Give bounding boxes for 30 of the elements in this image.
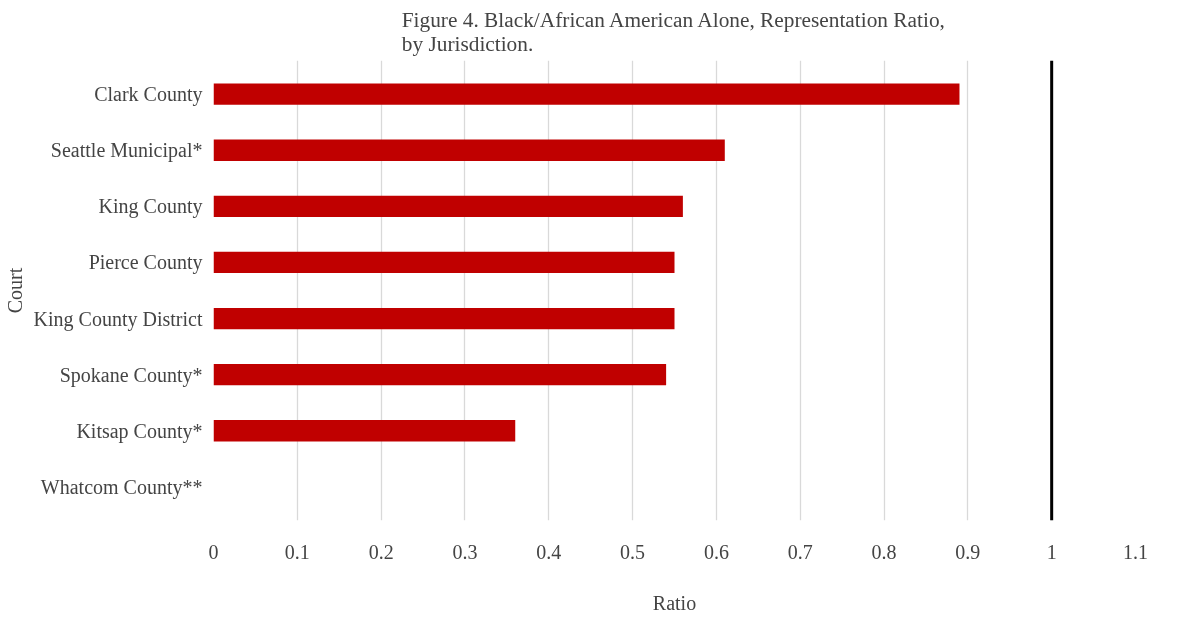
x-tick-label: 0.7 bbox=[787, 540, 813, 563]
y-tick-label: Spokane County* bbox=[59, 363, 203, 387]
x-tick-label: 0.9 bbox=[955, 540, 981, 563]
y-tick-label: Pierce County bbox=[88, 251, 203, 275]
y-tick-label: Clark County bbox=[94, 83, 203, 107]
y-tick-label: Kitsap County* bbox=[76, 419, 203, 443]
x-tick-label: 0.5 bbox=[620, 540, 646, 563]
y-tick-label: Seattle Municipal* bbox=[50, 139, 203, 163]
y-tick-label: Whatcom County** bbox=[40, 475, 203, 499]
x-tick-label: 0.4 bbox=[536, 540, 562, 563]
bar bbox=[213, 420, 516, 442]
x-axis-title: Ratio bbox=[652, 591, 697, 614]
x-tick-label: 0.2 bbox=[368, 540, 394, 563]
bar bbox=[213, 195, 683, 218]
x-tick-label: 0.1 bbox=[284, 540, 310, 563]
bar bbox=[213, 251, 675, 274]
y-tick-label: King County District bbox=[33, 307, 203, 331]
x-tick-label: 0 bbox=[208, 540, 219, 563]
bar bbox=[213, 307, 675, 330]
x-tick-label: 1.1 bbox=[1123, 540, 1148, 563]
chart-title: Figure 4. Black/African American Alone, Representation Ratio, by Jurisdiction. bbox=[401, 7, 945, 56]
bar bbox=[213, 83, 960, 105]
x-tick-label: 0.3 bbox=[452, 540, 478, 563]
bar bbox=[213, 139, 725, 161]
bar bbox=[213, 363, 667, 386]
x-tick-label: 1 bbox=[1046, 540, 1057, 563]
y-tick-label: King County bbox=[98, 195, 203, 219]
y-axis-title: Court bbox=[3, 267, 26, 314]
x-tick-label: 0.6 bbox=[703, 540, 729, 563]
x-tick-label: 0.8 bbox=[871, 540, 897, 563]
